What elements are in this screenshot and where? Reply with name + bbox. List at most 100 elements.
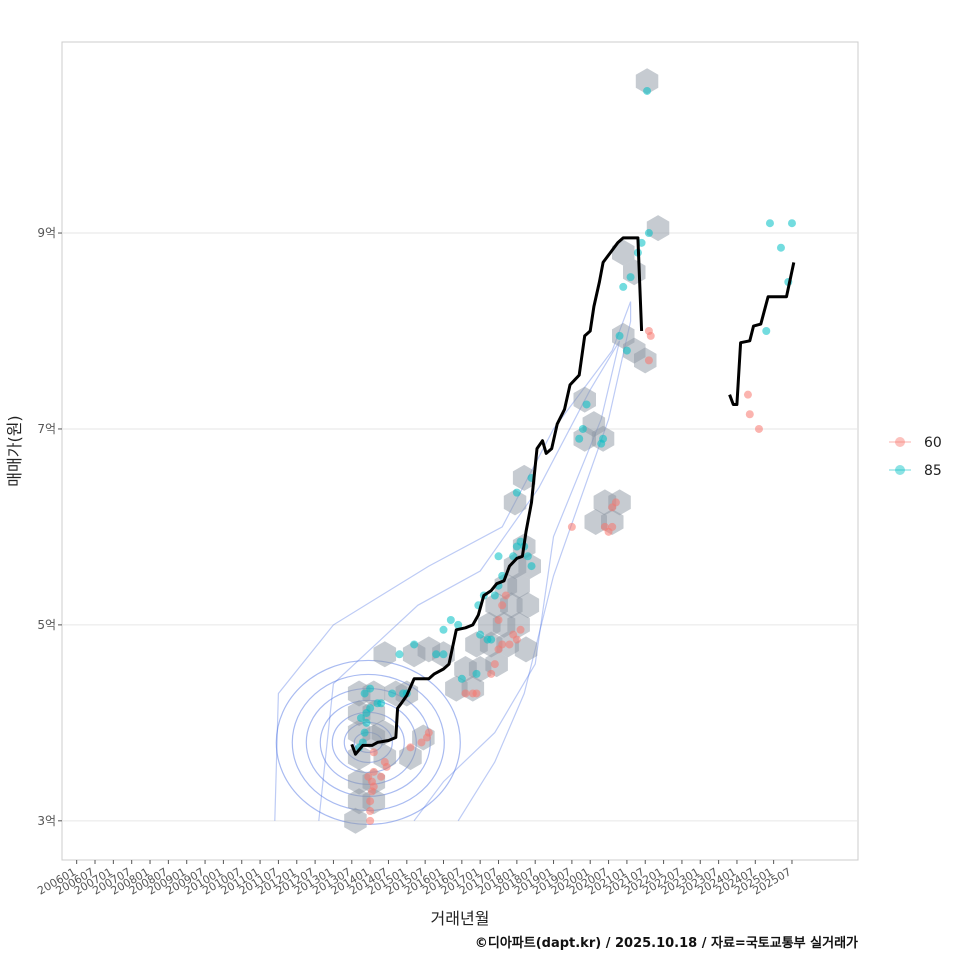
legend-label-60: 60: [924, 435, 942, 451]
data-point-60: [424, 728, 433, 737]
data-point-60: [498, 640, 507, 649]
data-point-60: [377, 772, 386, 781]
data-point-85: [626, 273, 635, 282]
data-point-85: [582, 400, 591, 409]
y-tick-label: 3억: [37, 814, 56, 828]
data-point-60: [417, 738, 426, 747]
data-point-60: [487, 669, 496, 678]
data-point-85: [619, 282, 628, 291]
hexbin-cell: [635, 68, 659, 95]
data-point-85: [360, 728, 369, 737]
data-point-85: [360, 689, 369, 698]
data-point-85: [487, 635, 496, 644]
data-point-60: [512, 635, 521, 644]
data-point-85: [356, 713, 365, 722]
legend-key-dot-85: [895, 465, 905, 475]
data-point-60: [366, 797, 375, 806]
data-point-85: [644, 229, 653, 238]
hexbin-cell: [507, 572, 530, 599]
data-point-60: [490, 660, 499, 669]
y-axis-title: 매매가(원): [5, 415, 24, 486]
data-point-60: [472, 689, 481, 698]
legend-item-85: 85: [889, 463, 942, 479]
data-point-60: [501, 591, 510, 600]
trend-line: [350, 236, 796, 756]
hexbin-cell: [516, 592, 540, 619]
data-point-85: [439, 625, 448, 634]
hexbin-cell: [503, 489, 527, 516]
data-point-85: [446, 615, 455, 624]
hexbin-cell: [512, 464, 536, 491]
data-point-85: [395, 650, 404, 659]
data-point-60: [369, 767, 378, 776]
data-point-85: [575, 434, 584, 443]
data-point-60: [406, 743, 415, 752]
data-point-85: [432, 650, 441, 659]
legend: 60 85: [889, 435, 942, 479]
data-point-60: [369, 748, 378, 757]
data-point-85: [512, 488, 521, 497]
data-point-85: [377, 699, 386, 708]
hexbin-cell: [344, 807, 367, 834]
y-tick-label: 5억: [37, 618, 56, 632]
data-point-85: [472, 669, 481, 678]
legend-key-dot-60: [895, 437, 905, 447]
data-point-60: [646, 331, 655, 340]
data-point-60: [745, 410, 754, 419]
data-point-60: [644, 356, 653, 365]
data-point-85: [762, 326, 771, 335]
hexbin-cell: [573, 386, 596, 413]
data-point-85: [494, 552, 503, 561]
legend-label-85: 85: [924, 463, 942, 479]
y-axis-ticks: 3억 5억 7억 9억: [37, 226, 62, 828]
data-point-85: [457, 674, 466, 683]
data-point-60: [743, 390, 752, 399]
trend-line-segment-1: [350, 236, 644, 756]
legend-item-60: 60: [889, 435, 942, 451]
credit-text: ©디아파트(dapt.kr) / 2025.10.18 / 자료=국토교통부 실…: [475, 935, 858, 951]
data-point-85: [776, 243, 785, 252]
hexbin-cell: [612, 239, 635, 266]
hexbin-cell: [399, 744, 422, 771]
data-point-85: [787, 219, 796, 228]
data-point-85: [454, 620, 463, 629]
plot-panel: [61, 41, 859, 861]
data-point-85: [599, 434, 608, 443]
data-point-85: [366, 704, 375, 713]
data-point-85: [523, 552, 532, 561]
data-point-60: [366, 807, 375, 816]
data-point-60: [461, 689, 470, 698]
data-point-85: [362, 718, 371, 727]
hexbin-cell: [373, 641, 397, 668]
data-point-85: [622, 346, 631, 355]
data-point-85: [366, 684, 375, 693]
data-point-60: [364, 772, 373, 781]
data-point-60: [366, 816, 375, 825]
data-point-85: [615, 331, 624, 340]
density-contour-7: [275, 659, 461, 826]
y-tick-label: 7억: [37, 422, 56, 436]
data-point-60: [754, 424, 763, 433]
data-point-85: [439, 650, 448, 659]
data-point-60: [611, 498, 620, 507]
data-point-60: [505, 640, 514, 649]
data-point-85: [410, 640, 419, 649]
data-point-85: [578, 424, 587, 433]
data-point-85: [643, 86, 652, 95]
hexbin-cell: [373, 744, 397, 771]
hexbin-cell: [514, 636, 538, 663]
data-point-85: [527, 562, 536, 571]
scatter-points: [355, 86, 796, 825]
data-point-85: [490, 591, 499, 600]
data-point-60: [494, 615, 503, 624]
data-point-85: [388, 689, 397, 698]
data-point-60: [604, 527, 613, 536]
hexbin-cell: [573, 425, 596, 452]
data-point-60: [516, 625, 525, 634]
data-point-85: [765, 219, 774, 228]
data-point-60: [498, 601, 507, 610]
y-tick-label: 9억: [37, 226, 56, 240]
data-point-85: [476, 630, 485, 639]
x-axis-title: 거래년월: [431, 909, 490, 928]
